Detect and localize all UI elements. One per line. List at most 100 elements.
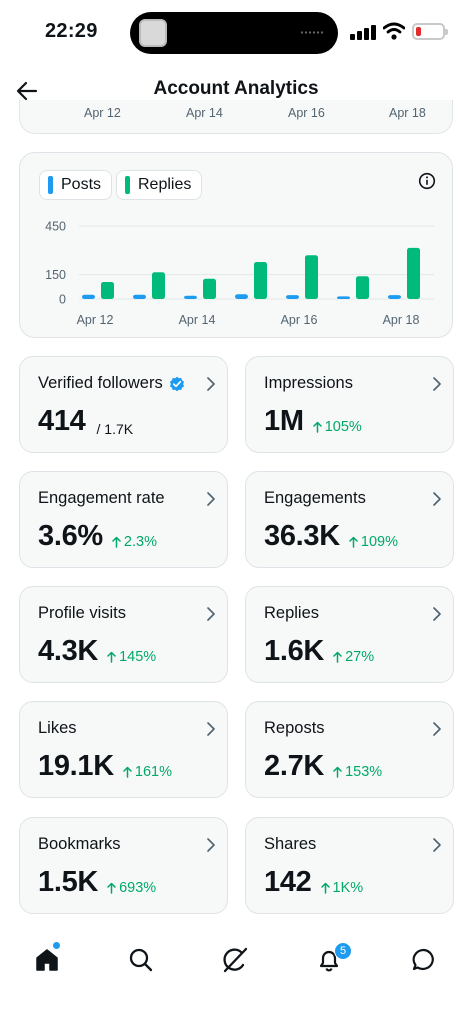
metric-label: Replies [264,604,319,623]
message-icon [412,948,434,971]
metric-card[interactable]: Engagements 36.3K 109% [245,471,454,568]
metric-delta-text: 693% [119,880,157,896]
prev-axis-label: Apr 16 [288,106,325,120]
arrow-up-icon [107,882,116,894]
prev-axis-label: Apr 12 [84,106,121,120]
arrow-up-icon [333,766,342,778]
posts-replies-chart-card: Posts Replies 450 150 0 Apr 12 Apr 14 Apr 16 A… [19,152,453,338]
metric-label: Shares [264,835,316,854]
metric-label: Likes [38,719,77,738]
info-icon[interactable] [418,172,436,190]
dynamic-island [130,12,338,54]
metric-delta: 161% [123,764,172,780]
nav-notifications[interactable] [312,943,346,977]
bar-replies [356,276,369,299]
metric-value: 1M [264,405,304,437]
metric-value: 4.3K [38,635,99,667]
chevron-right-icon [433,722,441,736]
nav-search[interactable] [124,943,158,977]
metric-delta-text: 109% [360,534,398,550]
nav-messages[interactable] [407,943,441,977]
bell-icon [319,950,339,972]
arrow-up-icon [333,651,342,663]
chevron-right-icon [207,492,215,506]
bar-replies [254,262,267,299]
metric-delta-text: 2.3% [123,534,157,550]
metric-value: 1.6K [264,635,325,667]
metric-card[interactable]: Shares 142 1K% [245,817,454,914]
battery-icon [412,23,448,40]
metric-delta: 27% [333,649,374,665]
arrow-up-icon [107,651,116,663]
metric-card[interactable]: Profile visits 4.3K 145% [19,586,228,683]
legend-posts[interactable]: Posts [39,170,113,200]
metric-label: Profile visits [38,604,126,623]
metric-label: Engagement rate [38,489,165,508]
y-tick-label: 0 [59,293,66,307]
bar-posts [235,294,248,299]
metric-card[interactable]: Verified followers 414 / 1.7K [19,356,228,453]
chevron-right-icon [433,607,441,621]
arrow-up-icon [312,421,322,433]
metric-label-text: Bookmarks [38,835,121,853]
metric-value: 142 [264,866,312,898]
x-tick-label: Apr 12 [77,313,114,327]
metric-label-text: Profile visits [38,604,127,622]
metric-label-text: Replies [264,604,320,622]
legend-replies[interactable]: Replies [116,170,203,200]
legend-label-posts: Posts [61,176,102,193]
metric-label-text: Impressions [264,374,353,392]
bottom-nav: 5 [0,935,472,1024]
nav-home[interactable] [30,943,64,977]
bar-posts [388,295,401,299]
metric-label-text: Shares [264,835,317,853]
bar-chart: 450 150 0 Apr 12 Apr 14 Apr 16 Apr 18 [45,220,434,327]
metric-card[interactable]: Engagement rate 3.6% 2.3% [19,471,228,568]
cellular-signal-icon [350,24,376,40]
bar-replies [152,272,165,299]
bar-posts [337,296,350,299]
back-arrow-icon[interactable] [14,78,40,104]
metric-delta-text: 105% [324,419,362,435]
x-tick-label: Apr 14 [179,313,216,327]
metric-label: Engagements [264,489,366,508]
metric-delta: 2.3% [112,534,157,550]
metric-label-text: Verified followers [38,374,163,392]
metric-label: Impressions [264,374,353,393]
arrow-up-icon [112,536,121,548]
nav-grok[interactable] [218,943,252,977]
chevron-right-icon [433,838,441,852]
chevron-right-icon [433,377,441,391]
page-title: Account Analytics [153,78,319,99]
metric-card[interactable]: Impressions 1M 105% [245,356,454,453]
chevron-right-icon [207,377,215,391]
prev-axis-label: Apr 18 [389,106,426,120]
search-icon [129,948,153,972]
metric-value: 1.5K [38,866,99,898]
metric-value: 414 [38,405,86,437]
bar-replies [203,278,216,299]
bar-replies [407,247,420,299]
grok-icon [223,947,248,973]
metric-card[interactable]: Replies 1.6K 27% [245,586,454,683]
metric-card[interactable]: Likes 19.1K 161% [19,701,228,798]
metric-label-text: Reposts [264,719,325,737]
bar-posts [82,294,95,299]
status-bar: 22:29 [0,0,472,64]
metric-label: Reposts [264,719,325,738]
metric-card[interactable]: Reposts 2.7K 153% [245,701,454,798]
x-tick-label: Apr 18 [383,313,420,327]
metric-delta-text: 1K% [332,880,364,896]
metric-delta: 105% [312,419,362,435]
arrow-up-icon [349,536,358,548]
metric-delta-text: 161% [134,764,172,780]
bar-replies [305,255,318,299]
metric-value: 3.6% [38,520,103,552]
metric-delta-text: 27% [345,649,375,665]
metric-value: 19.1K [38,750,114,782]
metric-card[interactable]: Bookmarks 1.5K 693% [19,817,228,914]
legend-swatch-posts [48,176,53,194]
metric-label-text: Engagements [264,489,366,507]
metric-delta-text: 145% [119,649,157,665]
home-icon [36,949,58,971]
